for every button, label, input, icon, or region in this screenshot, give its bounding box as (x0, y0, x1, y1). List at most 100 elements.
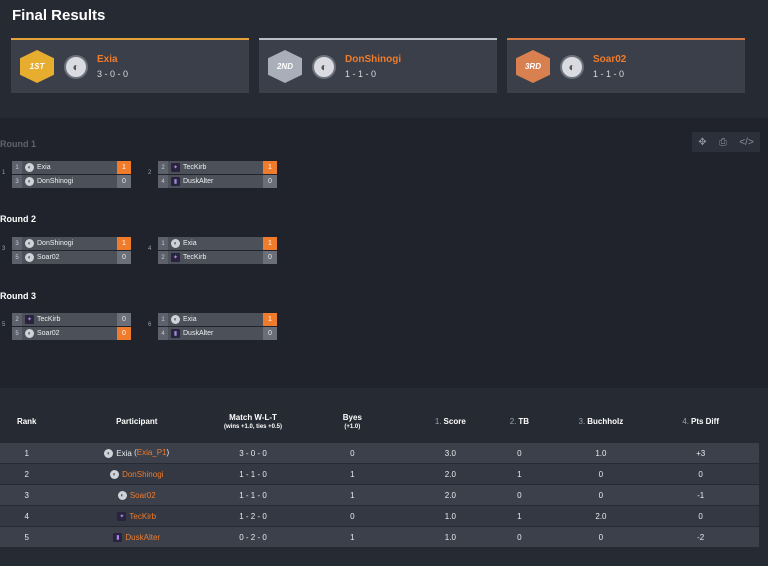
seed: 4 (158, 175, 168, 188)
podium-record: 3 - 0 - 0 (97, 69, 129, 79)
rank-cell: 4 (24, 511, 29, 521)
player-score: 0 (117, 327, 131, 340)
match-player-row[interactable]: 4 ▮ DuskAlter 0 (158, 327, 277, 340)
match-number: 3 (2, 246, 6, 252)
match-card[interactable]: 6 1 ◐ Exia 1 4 ▮ DuskAlter 0 (148, 313, 277, 341)
participant-name-link[interactable]: DonShinogi (122, 470, 164, 480)
seed: 5 (12, 251, 22, 264)
team-logo-icon: ◐ (560, 55, 584, 79)
participant-handle-link[interactable]: Exia_P1 (136, 447, 167, 457)
podium-name[interactable]: Exia (97, 54, 118, 65)
wlt-cell: 3 - 0 - 0 (239, 448, 267, 458)
player-score: 1 (263, 313, 277, 326)
col-byes[interactable]: Byes (+1.0) (286, 413, 419, 430)
match-player-row[interactable]: 5 ◐ Soar02 0 (12, 251, 131, 264)
participant-name: Exia (116, 449, 132, 459)
player-name: DonShinogi (37, 240, 74, 247)
match-player-row[interactable]: 4 ▮ DuskAlter 0 (158, 175, 277, 188)
paren-open: ( (131, 447, 137, 457)
wlt-cell: 1 - 1 - 0 (239, 490, 267, 500)
col-match-label: Match W-L-T (229, 412, 277, 422)
player-name: Exia (37, 164, 51, 171)
byes-cell: 1 (350, 469, 355, 479)
match-player-row[interactable]: 2 ✦ TecKirb 1 (158, 161, 277, 174)
match-card[interactable]: 2 2 ✦ TecKirb 1 4 ▮ DuskAlter 0 (148, 161, 277, 189)
player-score: 0 (117, 175, 131, 188)
participant-name-link[interactable]: TecKirb (129, 512, 157, 521)
match-card[interactable]: 1 1 ◐ Exia 1 3 ◐ DonShinogi 0 (2, 161, 131, 189)
player-name: Soar02 (37, 330, 60, 337)
table-row: 1 ◐ Exia (Exia_P1) 3 - 0 - 0 0 3.0 0 1.0 … (0, 442, 759, 463)
match-player-row[interactable]: 3 ◐ DonShinogi 1 (12, 237, 131, 250)
player-avatar-icon: ◐ (171, 315, 180, 324)
table-row: 5 ▮ DuskAlter 0 - 2 - 0 1 1.0 0 0 -2 (0, 526, 759, 547)
match-player-row[interactable]: 1 ◐ Exia 1 (158, 237, 277, 250)
match-player-row[interactable]: 2 ✦ TecKirb 0 (158, 251, 277, 264)
score-cell: 1.0 (444, 511, 456, 521)
participant-cell: ▮ DuskAlter (53, 532, 220, 542)
participant-name-link[interactable]: DuskAlter (125, 533, 161, 542)
score-cell: 2.0 (444, 490, 456, 500)
participant-cell: ◐ DonShinogi (53, 469, 220, 480)
player-name: TecKirb (183, 254, 207, 261)
player-avatar-icon: ◐ (171, 239, 180, 248)
match-player-row[interactable]: 3 ◐ DonShinogi 0 (12, 175, 131, 188)
match-card[interactable]: 4 1 ◐ Exia 1 2 ✦ TecKirb 0 (148, 237, 277, 265)
tb-cell: 0 (517, 532, 522, 542)
player-score: 0 (263, 251, 277, 264)
podium-name[interactable]: DonShinogi (345, 54, 402, 65)
player-avatar-icon: ✦ (171, 253, 180, 262)
col-rank[interactable]: Rank (16, 416, 37, 426)
player-name: DonShinogi (37, 178, 74, 185)
print-icon[interactable]: ⎙ (718, 136, 727, 148)
tb-cell: 0 (517, 490, 522, 500)
wlt-cell: 0 - 2 - 0 (239, 532, 267, 542)
player-avatar-icon: ◐ (25, 253, 34, 262)
podium-third[interactable]: 3RD ◐ Soar02 1 - 1 - 0 (507, 38, 745, 93)
match-card[interactable]: 5 2 ✦ TecKirb 0 5 ◐ Soar02 0 (2, 313, 131, 341)
podium-first[interactable]: 1ST ◐ Exia 3 - 0 - 0 (11, 38, 249, 93)
pts-diff-cell: -1 (697, 490, 705, 500)
embed-code-icon[interactable]: </> (739, 136, 754, 148)
col-tb-label: TB (518, 416, 530, 426)
podium-second[interactable]: 2ND ◐ DonShinogi 1 - 1 - 0 (259, 38, 497, 93)
match-player-row[interactable]: 2 ✦ TecKirb 0 (12, 313, 131, 326)
byes-cell: 1 (350, 490, 355, 500)
col-match[interactable]: Match W-L-T (wins +1.0, ties +0.5) (220, 413, 286, 430)
tb-cell: 1 (517, 469, 522, 479)
table-header: Rank Participant Match W-L-T (wins +1.0,… (0, 400, 759, 442)
participant-cell: ◐ Soar02 (53, 490, 220, 501)
col-buchholz[interactable]: 3. Buchholz (559, 417, 642, 426)
col-score[interactable]: 1. Score (421, 417, 479, 426)
byes-cell: 1 (350, 532, 355, 542)
byes-cell: 0 (350, 511, 355, 521)
col-pts-diff[interactable]: 4. Pts Diff (642, 417, 759, 426)
col-tb[interactable]: 2. TB (479, 417, 559, 426)
buchholz-cell: 0 (598, 469, 604, 479)
seed: 2 (158, 161, 168, 174)
rank-cell: 3 (24, 490, 29, 500)
player-score: 0 (263, 175, 277, 188)
participant-cell: ✦ TecKirb (53, 511, 220, 521)
page-title: Final Results (12, 7, 106, 24)
col-score-num: 1. (434, 416, 442, 426)
move-icon[interactable]: ✥ (698, 136, 707, 148)
match-player-row[interactable]: 1 ◐ Exia 1 (158, 313, 277, 326)
player-avatar-icon: ◐ (104, 449, 114, 459)
player-name: Exia (183, 240, 197, 247)
player-avatar-icon: ✦ (117, 512, 127, 521)
player-avatar-icon: ◐ (110, 470, 120, 480)
col-participant[interactable]: Participant (116, 416, 158, 426)
match-card[interactable]: 3 3 ◐ DonShinogi 1 5 ◐ Soar02 0 (2, 237, 131, 265)
participant-name-link[interactable]: Soar02 (129, 491, 156, 501)
player-avatar-icon: ▮ (171, 177, 180, 186)
seed: 1 (158, 237, 168, 250)
match-player-row[interactable]: 1 ◐ Exia 1 (12, 161, 131, 174)
bracket-toolbar: ✥ ⎙ </> (692, 132, 760, 152)
score-cell: 3.0 (444, 448, 456, 458)
player-avatar-icon: ◐ (25, 239, 34, 248)
match-player-row[interactable]: 5 ◐ Soar02 0 (12, 327, 131, 340)
paren-close: ) (166, 447, 170, 457)
pts-diff-cell: 0 (698, 469, 703, 479)
podium-name[interactable]: Soar02 (593, 54, 627, 65)
